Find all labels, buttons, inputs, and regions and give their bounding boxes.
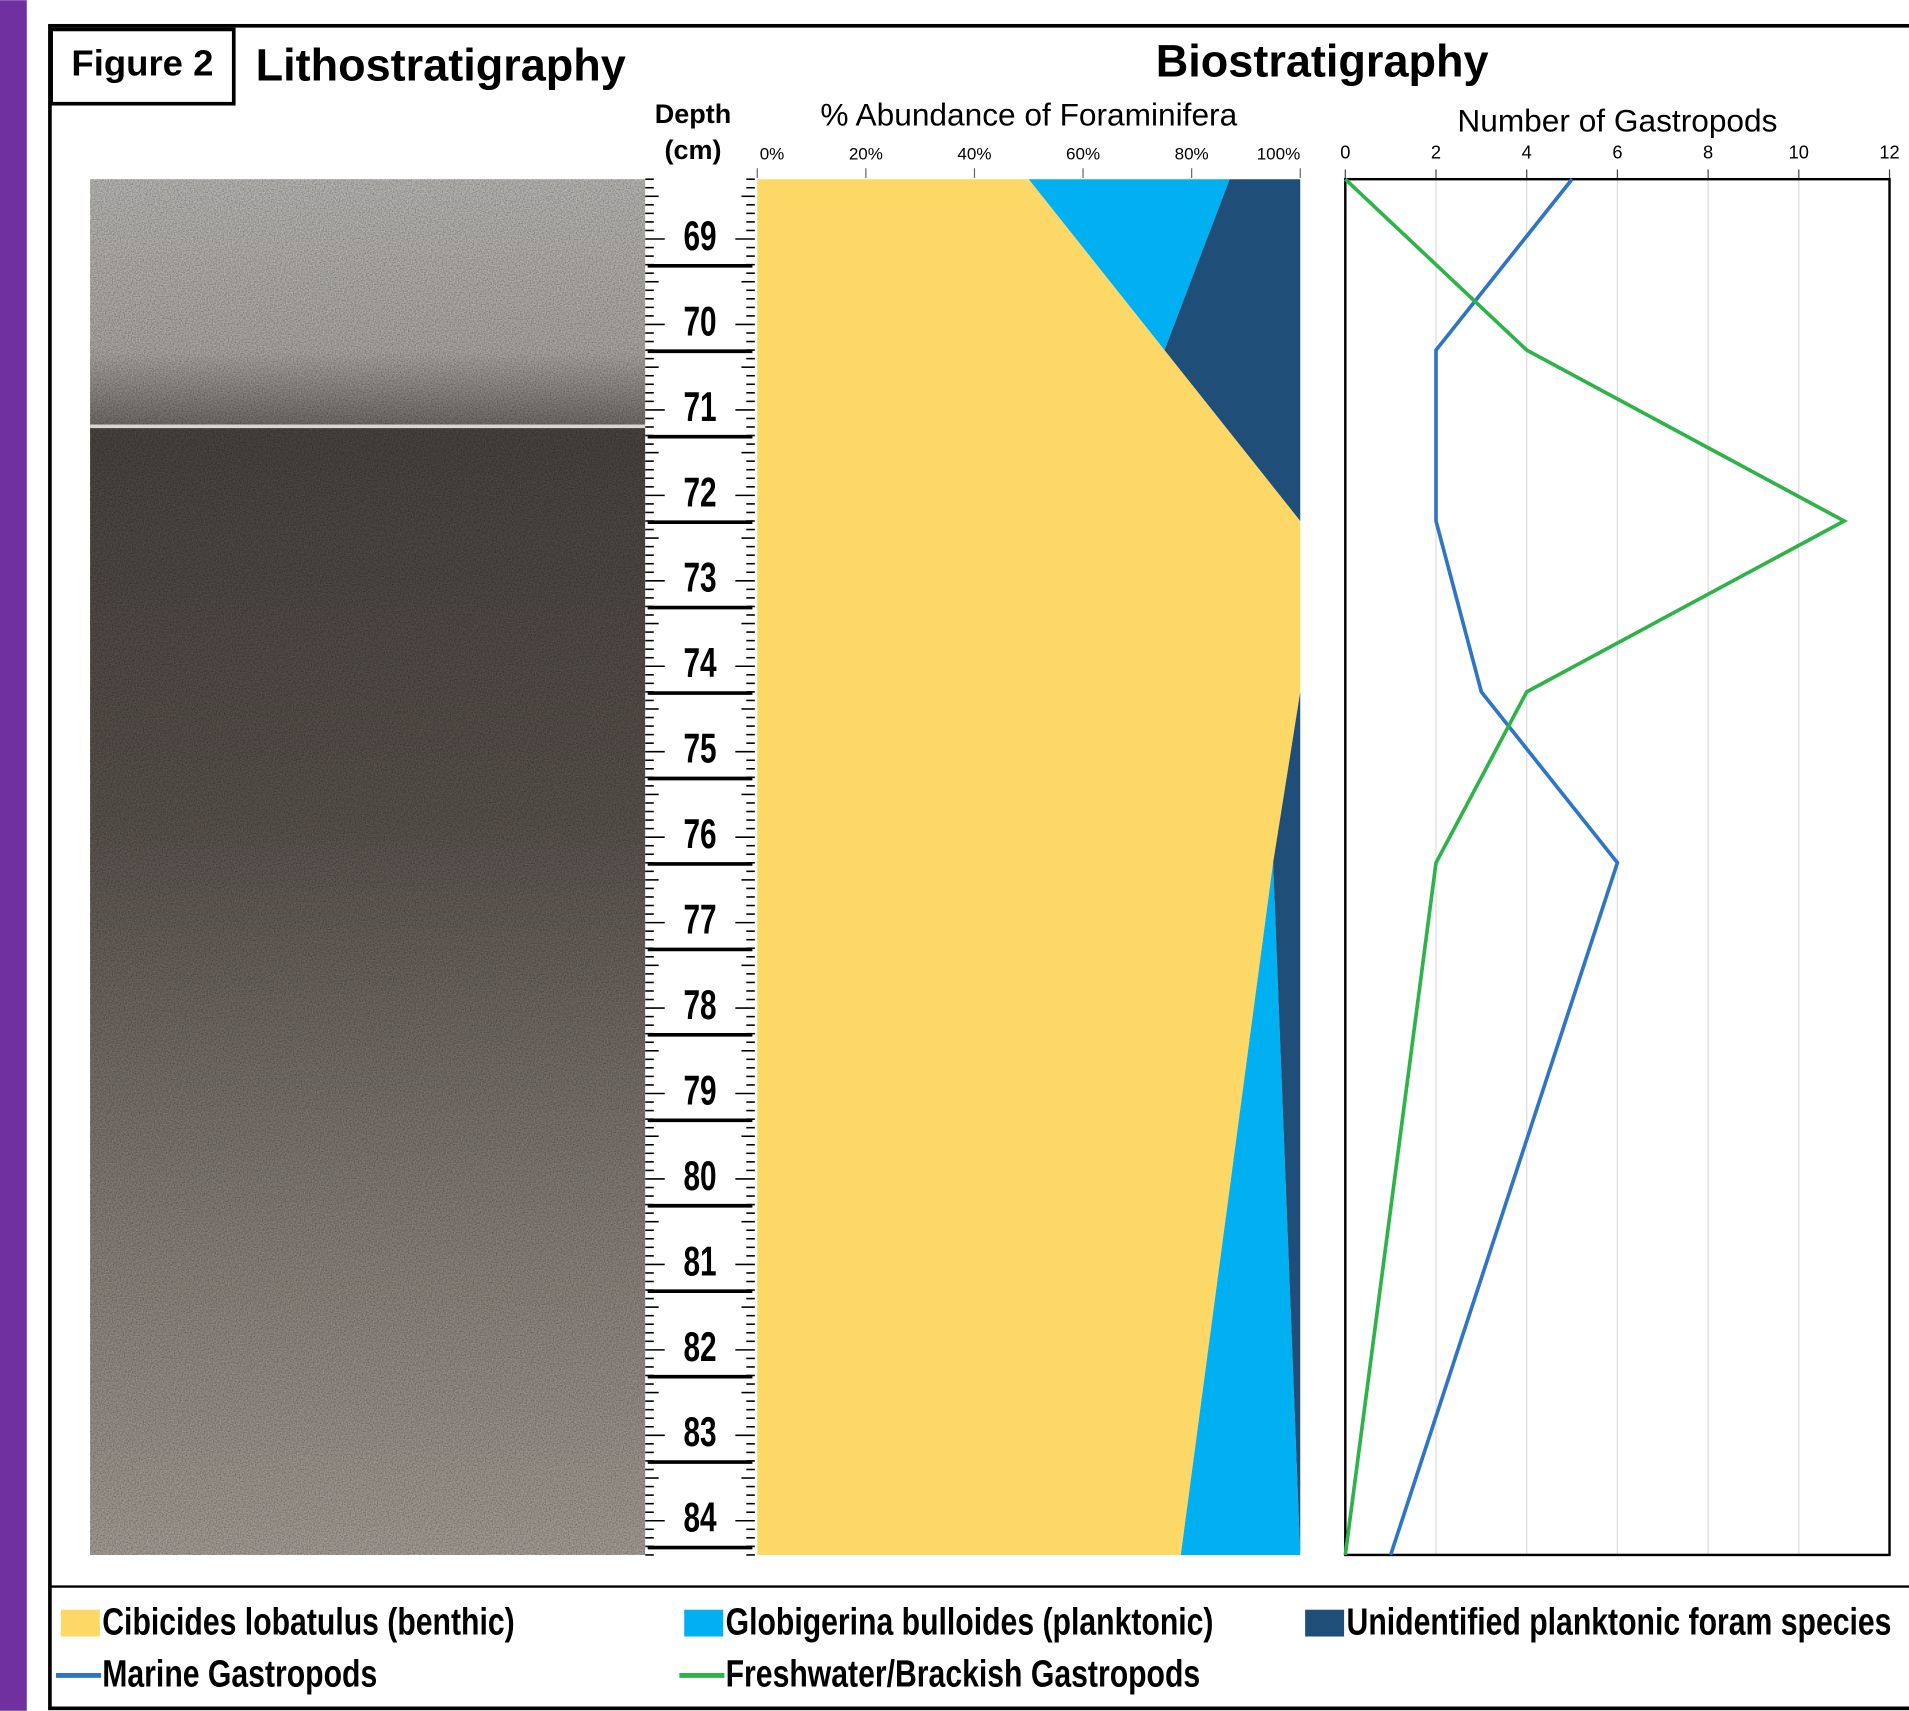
x-tick-label: 4 [1522, 141, 1532, 162]
legend-label: Unidentified planktonic foram species [1347, 1601, 1892, 1643]
depth-axis-title: Depth (cm) [648, 96, 738, 168]
depth-tick-label: 81 [683, 1237, 716, 1284]
legend-label: Marine Gastropods [102, 1654, 377, 1696]
side-band [0, 0, 27, 1711]
figure: Figure 2 Lithostratigraphy Biostratigrap… [0, 0, 1909, 1711]
depth-tick-label: 76 [683, 810, 716, 857]
legend-label: Freshwater/Brackish Gastropods [726, 1654, 1201, 1696]
depth-tick-label: 75 [683, 725, 716, 772]
page: {"figure_label": "Figure 2", "section_ti… [0, 0, 1909, 1711]
section-title: Lithostratigraphy [256, 39, 626, 90]
x-tick-label: 2 [1431, 141, 1441, 162]
x-tick-label: 8 [1703, 141, 1713, 162]
legend-swatch [61, 1610, 100, 1637]
photo-upper [90, 179, 645, 426]
depth-tick-label: 69 [683, 212, 716, 259]
x-tick-label: 80% [1175, 144, 1209, 163]
depth-tick-label: 82 [683, 1323, 716, 1370]
x-tick-label: 100% [1257, 144, 1301, 163]
depth-tick-label: 83 [683, 1408, 716, 1455]
depth-tick-label: 77 [683, 896, 716, 943]
depth-tick-label: 73 [683, 554, 716, 601]
depth-tick-label: 70 [683, 298, 716, 345]
legend-label: Globigerina bulloides (planktonic) [726, 1601, 1214, 1643]
x-tick-label: 6 [1612, 141, 1622, 162]
depth-tick-label: 72 [683, 468, 716, 515]
x-tick-label: 40% [957, 144, 991, 163]
chart-title: % Abundance of Foraminifera [820, 96, 1237, 132]
depth-tick-label: 78 [683, 981, 716, 1028]
depth-tick-label: 71 [683, 383, 716, 430]
x-tick-label: 10 [1789, 141, 1809, 162]
photo-lower [90, 426, 645, 1555]
depth-tick-label: 84 [683, 1494, 716, 1541]
legend-label: Cibicides lobatulus (benthic) [102, 1601, 514, 1643]
depth-tick-label: 79 [683, 1067, 716, 1114]
depth-tick-label: 80 [683, 1152, 716, 1199]
x-tick-label: 0% [760, 144, 785, 163]
x-tick-label: 60% [1066, 144, 1100, 163]
depth-tick-label: 74 [683, 639, 716, 686]
chart-title: Number of Gastropods [1457, 103, 1777, 139]
x-tick-label: 20% [849, 144, 883, 163]
legend-swatch [1305, 1610, 1344, 1637]
core-photo [90, 179, 645, 1555]
legend-swatch [684, 1610, 723, 1637]
figure-label: Figure 2 [71, 43, 213, 84]
x-tick-label: 12 [1879, 141, 1899, 162]
section-title: Biostratigraphy [1156, 36, 1489, 87]
x-tick-label: 0 [1340, 141, 1350, 162]
